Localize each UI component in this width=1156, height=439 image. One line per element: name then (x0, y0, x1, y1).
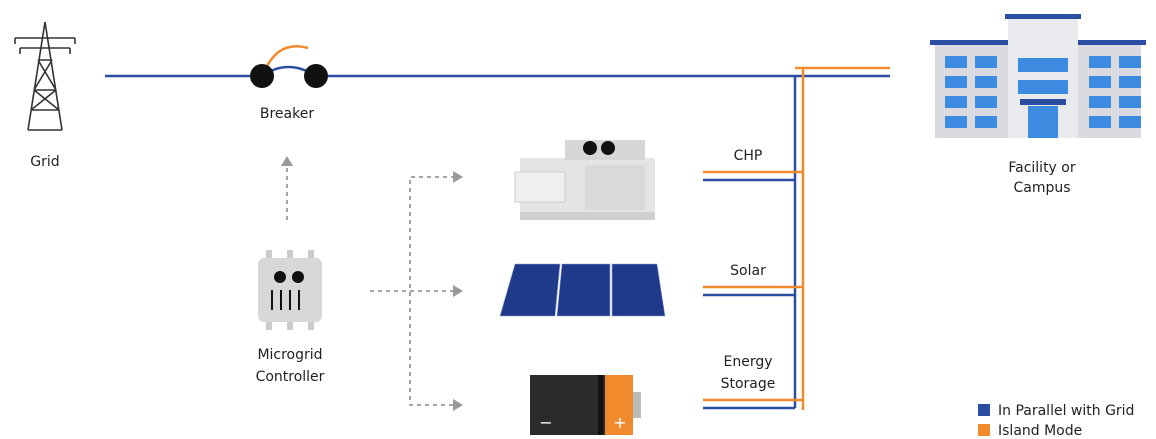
breaker-open (266, 46, 308, 68)
microgrid-diagram: Grid Breaker Facility or Campus (0, 0, 1156, 439)
source-label: Solar (730, 263, 766, 279)
legend-label: Island Mode (998, 423, 1082, 439)
grid-label: Grid (30, 154, 59, 170)
source-label: Storage (721, 376, 776, 392)
source-label: Energy (723, 354, 772, 370)
facility-label: Campus (1013, 180, 1070, 196)
building-icon (930, 14, 1146, 138)
breaker-contact (304, 64, 328, 88)
breaker-contact (250, 64, 274, 88)
legend-swatch (978, 424, 990, 436)
legend-label: In Parallel with Grid (998, 403, 1134, 419)
branches (703, 172, 803, 408)
source-label: CHP (734, 148, 763, 164)
controller-label: Microgrid (257, 347, 322, 363)
controller-label: Controller (256, 369, 325, 385)
battery-terminal: + (613, 413, 626, 432)
breaker-label: Breaker (260, 106, 314, 122)
controller-icon (258, 250, 322, 330)
grid-tower-icon (15, 22, 75, 130)
chp-icon (515, 140, 655, 220)
facility-label: Facility or (1008, 160, 1076, 176)
legend-swatch (978, 404, 990, 416)
legend: In Parallel with Grid Island Mode (978, 403, 1134, 439)
solar-icon (500, 264, 665, 316)
battery-terminal: − (539, 413, 552, 432)
